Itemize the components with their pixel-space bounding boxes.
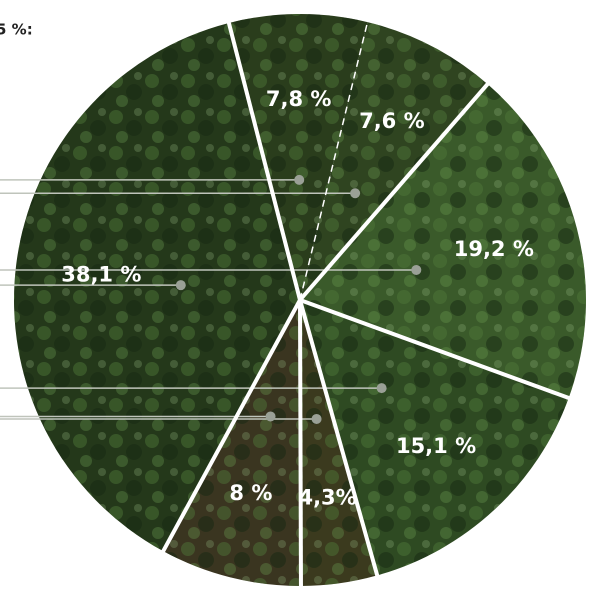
slice-separator	[299, 19, 369, 301]
leader-dot	[376, 383, 387, 394]
leader-dot	[311, 413, 322, 424]
pie	[14, 13, 587, 586]
leader-dot	[294, 174, 305, 185]
value-label: 8 %	[229, 481, 272, 505]
value-label: 15,1 %	[396, 434, 476, 458]
annotations: 7,8 % 7,6 % 19,2 % 15,1 % 4,3% 8 % 38,1 %	[0, 19, 572, 589]
title: 5 %:	[0, 21, 33, 39]
slice-texture	[300, 22, 488, 301]
slice-separator	[298, 299, 303, 589]
value-label: 7,8 %	[266, 87, 332, 111]
leader-dot	[175, 280, 186, 291]
leader-dot	[350, 188, 361, 199]
slice-separator	[298, 299, 380, 578]
value-label: 7,6 %	[359, 109, 425, 133]
slice-texture	[300, 300, 569, 576]
slice-separator	[299, 298, 572, 401]
value-label: 19,2 %	[454, 237, 534, 261]
leader-dot	[411, 264, 422, 275]
slice-texture	[228, 13, 368, 300]
value-label: 38,1 %	[61, 262, 141, 286]
slice-separator	[160, 299, 302, 554]
slice-separator	[298, 81, 491, 302]
slice-texture	[300, 84, 587, 398]
slice-separator	[226, 20, 302, 301]
leader-dot	[265, 411, 276, 422]
value-label: 4,3%	[298, 485, 356, 509]
slice-texture	[163, 300, 301, 586]
